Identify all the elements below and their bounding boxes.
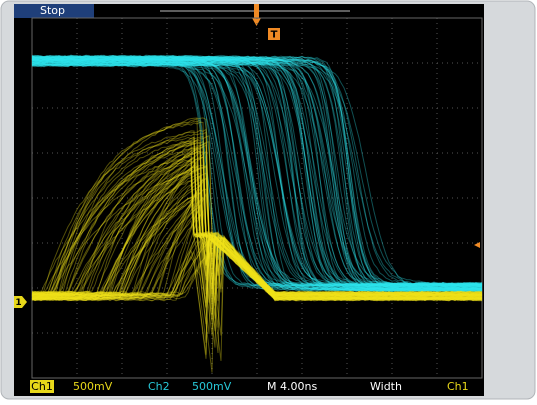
trigger-marker: T [271,30,278,41]
trigger-position [254,4,259,18]
ch1-scale: 500mV [73,380,113,393]
measurement: Width [370,380,402,393]
ch1-label: Ch1 [31,380,53,393]
run-status: Stop [40,4,65,17]
oscilloscope: Stop T 1 Ch1 500mV Ch2 500mV M 4.00ns Wi… [0,0,537,401]
ch2-scale: 500mV [192,380,232,393]
timebase: M 4.00ns [267,380,317,393]
ch2-label: Ch2 [148,380,170,393]
ch1-marker: 1 [15,298,21,308]
measurement-source: Ch1 [447,380,469,393]
